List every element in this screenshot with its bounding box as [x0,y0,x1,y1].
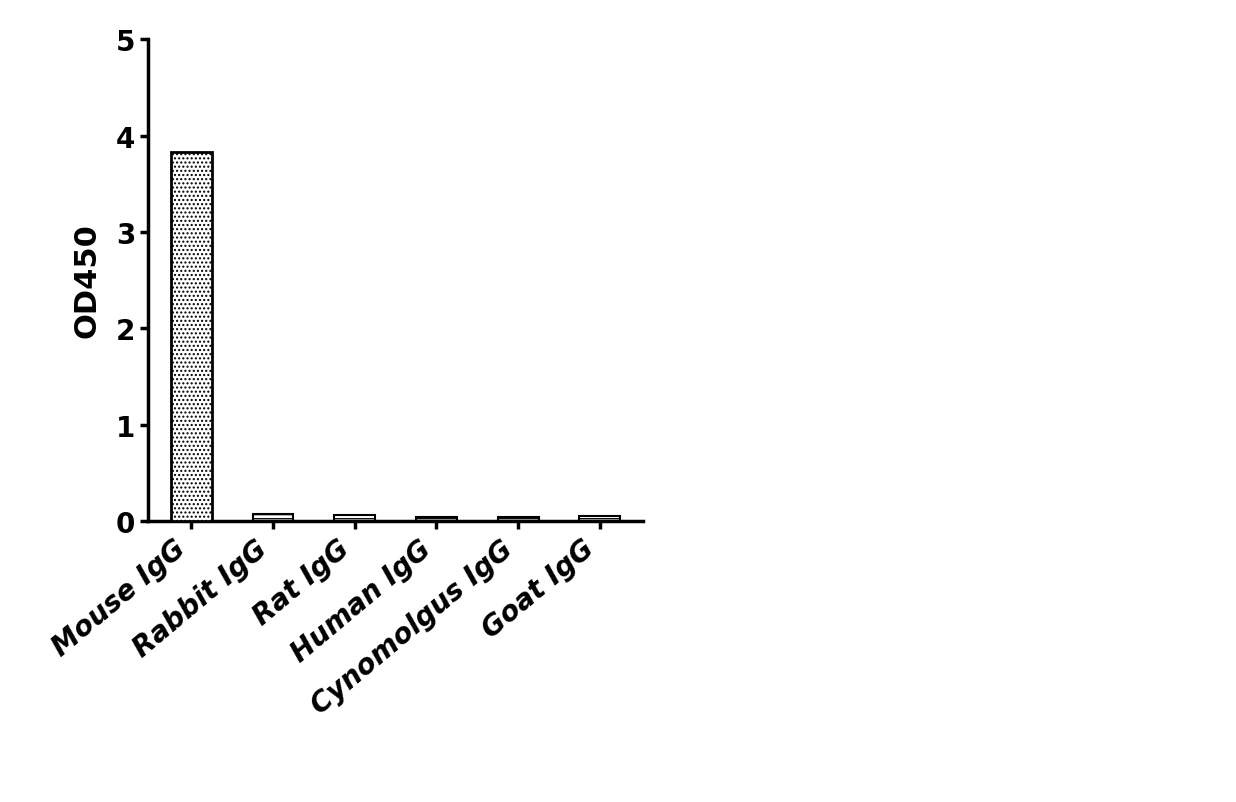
Bar [417,517,457,521]
Bar [252,515,293,521]
Bar [334,515,375,521]
Bar [580,516,620,521]
Y-axis label: OD450: OD450 [73,223,101,338]
Bar [171,152,211,521]
Bar [171,152,211,521]
Bar [498,517,539,521]
